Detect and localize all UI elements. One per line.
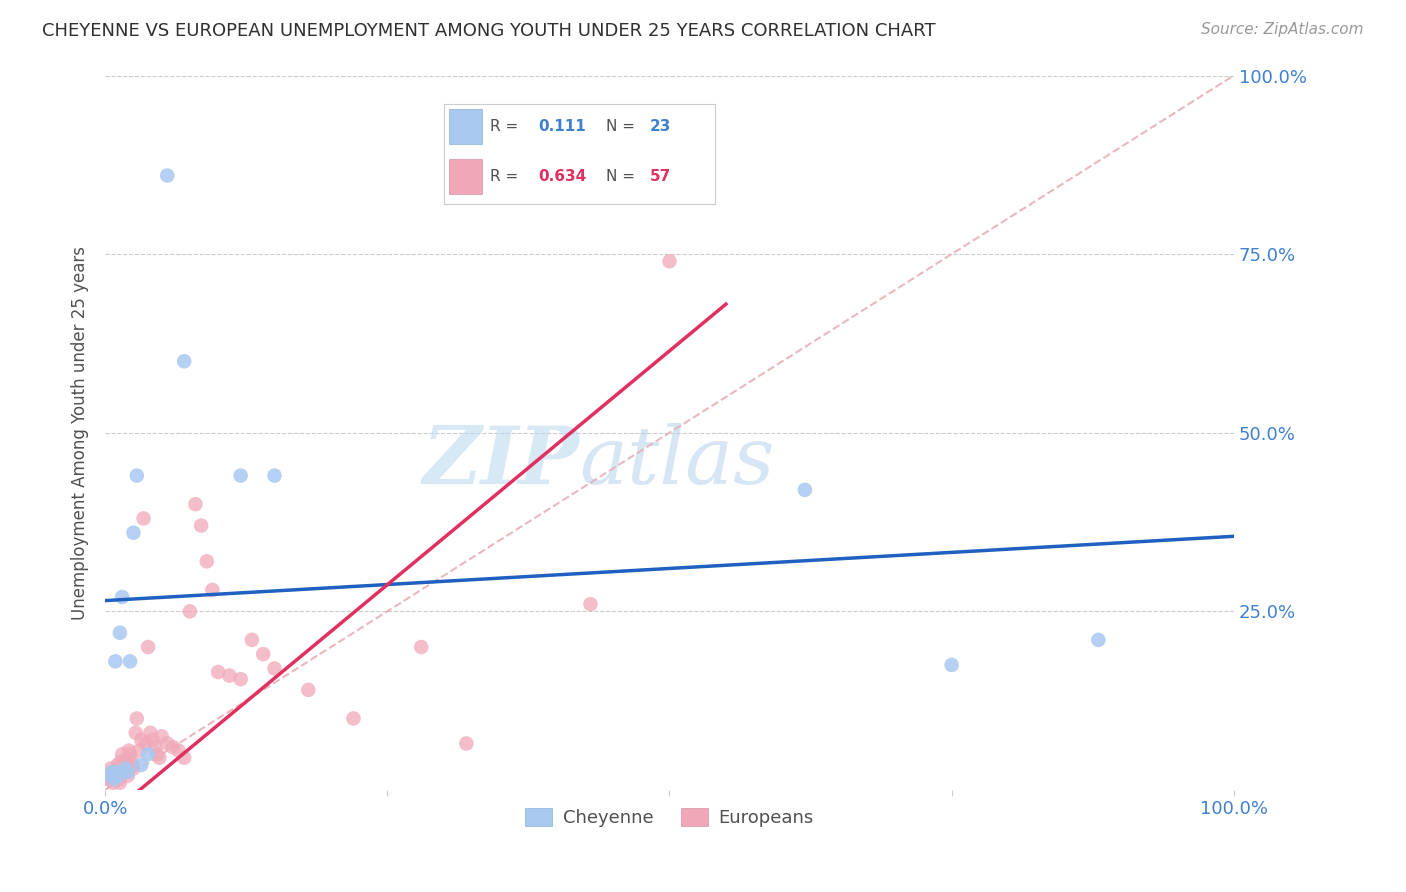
Point xyxy=(114,762,136,776)
Point xyxy=(136,640,159,654)
Point xyxy=(103,772,125,787)
Point xyxy=(128,744,150,758)
Point xyxy=(118,654,141,668)
Point xyxy=(184,497,207,511)
Point xyxy=(122,525,145,540)
Point xyxy=(218,668,240,682)
Point xyxy=(105,769,128,783)
Point xyxy=(110,755,132,769)
Point xyxy=(131,732,153,747)
Point xyxy=(114,755,136,769)
Point xyxy=(229,468,252,483)
Legend: Cheyenne, Europeans: Cheyenne, Europeans xyxy=(517,801,821,835)
Point xyxy=(148,751,170,765)
Point xyxy=(100,762,122,776)
Point xyxy=(579,597,602,611)
Point xyxy=(101,776,124,790)
Point xyxy=(115,762,138,776)
Point xyxy=(101,769,124,783)
Y-axis label: Unemployment Among Youth under 25 years: Unemployment Among Youth under 25 years xyxy=(72,245,89,620)
Point xyxy=(297,682,319,697)
Point xyxy=(252,647,274,661)
Point xyxy=(121,758,143,772)
Point xyxy=(146,747,169,762)
Point xyxy=(120,755,142,769)
Point xyxy=(98,769,121,783)
Point xyxy=(156,169,179,183)
Point xyxy=(142,732,165,747)
Point xyxy=(117,769,139,783)
Text: CHEYENNE VS EUROPEAN UNEMPLOYMENT AMONG YOUTH UNDER 25 YEARS CORRELATION CHART: CHEYENNE VS EUROPEAN UNEMPLOYMENT AMONG … xyxy=(42,22,936,40)
Point xyxy=(122,762,145,776)
Point xyxy=(793,483,815,497)
Point xyxy=(456,736,478,750)
Point xyxy=(941,657,963,672)
Point xyxy=(131,758,153,772)
Point xyxy=(104,654,127,668)
Point xyxy=(107,758,129,772)
Point xyxy=(107,769,129,783)
Text: atlas: atlas xyxy=(579,423,775,500)
Point xyxy=(139,725,162,739)
Point xyxy=(108,776,131,790)
Point xyxy=(97,772,120,787)
Point xyxy=(108,625,131,640)
Point xyxy=(162,740,184,755)
Point xyxy=(125,468,148,483)
Point xyxy=(240,632,263,647)
Point xyxy=(156,736,179,750)
Point xyxy=(150,729,173,743)
Point xyxy=(173,354,195,368)
Point xyxy=(132,511,155,525)
Point xyxy=(173,751,195,765)
Point xyxy=(111,590,134,604)
Point xyxy=(105,765,128,780)
Point xyxy=(103,772,125,787)
Point xyxy=(104,765,127,780)
Point xyxy=(135,736,157,750)
Point xyxy=(143,740,166,755)
Point xyxy=(136,747,159,762)
Point xyxy=(118,744,141,758)
Point xyxy=(411,640,433,654)
Point xyxy=(118,747,141,762)
Point xyxy=(229,672,252,686)
Point xyxy=(1087,632,1109,647)
Point xyxy=(263,468,285,483)
Point xyxy=(263,661,285,675)
Point xyxy=(112,765,135,780)
Point xyxy=(195,554,218,568)
Point xyxy=(167,744,190,758)
Point xyxy=(201,582,224,597)
Point xyxy=(658,254,681,268)
Point xyxy=(190,518,212,533)
Point xyxy=(125,725,148,739)
Text: ZIP: ZIP xyxy=(422,423,579,500)
Point xyxy=(107,772,129,787)
Point xyxy=(100,769,122,783)
Point xyxy=(101,765,124,780)
Point xyxy=(101,765,124,780)
Point xyxy=(207,665,229,679)
Point xyxy=(342,711,364,725)
Point xyxy=(112,762,135,776)
Point xyxy=(125,711,148,725)
Point xyxy=(117,765,139,780)
Point xyxy=(111,747,134,762)
Point xyxy=(179,604,201,618)
Text: Source: ZipAtlas.com: Source: ZipAtlas.com xyxy=(1201,22,1364,37)
